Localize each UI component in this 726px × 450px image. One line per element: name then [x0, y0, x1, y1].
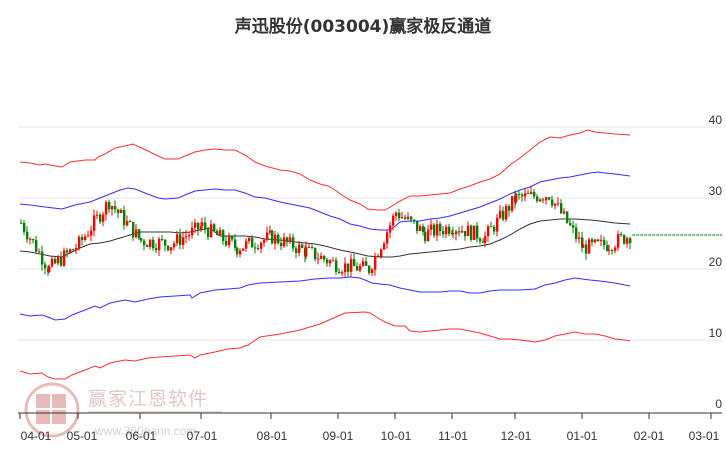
- outer-lower-band: [19, 311, 631, 380]
- x-tick-label: 12-01: [500, 429, 532, 443]
- x-tick-label: 06-01: [125, 429, 157, 443]
- candlesticks: [20, 185, 632, 278]
- x-tick-label: 09-01: [322, 429, 354, 443]
- watermark-url: www.360gann.com: [95, 424, 197, 438]
- inner-lower-band: [19, 276, 631, 321]
- watermark-brand: 赢家江恩软件: [88, 388, 209, 410]
- x-tick-label: 10-01: [380, 429, 412, 443]
- x-tick-label: 02-01: [633, 429, 665, 443]
- outer-upper-band: [19, 129, 631, 211]
- y-tick-40: 40: [708, 113, 722, 127]
- gridlines: [18, 126, 722, 341]
- y-tick-0: 0: [715, 397, 722, 411]
- chart-title: 声迅股份(003004)赢家极反通道: [234, 17, 492, 37]
- x-tick-label: 07-01: [186, 429, 218, 443]
- y-tick-30: 30: [708, 184, 722, 198]
- middle-line: [19, 218, 631, 258]
- x-tick-label: 04-01: [20, 429, 52, 443]
- x-tick-label: 11-01: [438, 429, 468, 443]
- x-tick-label: 03-01: [688, 429, 720, 443]
- x-axis-ticks: [19, 413, 712, 419]
- x-tick-label: 01-01: [566, 429, 598, 443]
- x-tick-label: 05-01: [66, 429, 98, 443]
- inner-upper-band: [19, 171, 631, 231]
- y-tick-10: 10: [708, 326, 722, 340]
- y-tick-20: 20: [708, 255, 722, 269]
- x-tick-label: 08-01: [256, 429, 288, 443]
